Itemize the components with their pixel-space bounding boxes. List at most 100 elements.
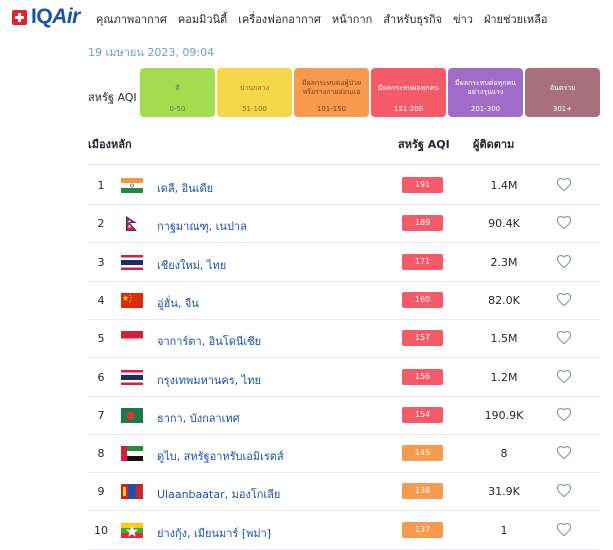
iqair-logo[interactable]: IQAir: [12, 5, 80, 28]
thailand-flag-icon: [121, 254, 143, 270]
nav-item-community[interactable]: คอมมิวนิตี้: [177, 13, 228, 26]
aqi-badge: 156: [402, 368, 443, 385]
rank-number: 5: [97, 332, 105, 346]
nav-item-news[interactable]: ข่าว: [453, 13, 473, 26]
indonesia-flag-icon: [121, 331, 143, 347]
heart-icon[interactable]: [556, 483, 572, 499]
aqi-level-3: มีผลกระทบต่อทุกคน 151-200: [371, 68, 446, 117]
rank-number: 10: [94, 523, 108, 537]
followers-count: 8: [500, 447, 508, 461]
heart-icon[interactable]: [556, 330, 572, 346]
heart-icon[interactable]: [556, 407, 572, 423]
aqi-level-name: ปานกลาง: [239, 83, 270, 92]
heart-icon[interactable]: [556, 445, 572, 461]
aqi-badge: 154: [402, 406, 443, 423]
logo-text: IQAir: [31, 5, 80, 28]
city-link[interactable]: เชียงใหม่, ไทย: [157, 258, 227, 272]
india-flag-icon: [121, 178, 143, 193]
table-row[interactable]: 2 กาฐมาณฑุ, เนปาล 189 90.4K: [88, 205, 600, 244]
column-header-city: เมืองหลัก: [88, 138, 132, 151]
followers-count: 90.4K: [488, 217, 520, 231]
nav-item-air-purifiers[interactable]: เครื่องฟอกอากาศ: [238, 13, 321, 26]
nav-item-support[interactable]: ฝ่ายช่วยเหลือ: [483, 13, 548, 26]
china-flag-icon: [121, 292, 143, 308]
thailand-flag-icon: [121, 369, 143, 385]
myanmar-flag-icon: [121, 522, 143, 538]
aqi-level-name: มีผลกระทบต่อผู้ป่วยหรือร่างกายอ่อนแอ: [301, 79, 362, 96]
column-header-followers: ผู้ติดตาม: [473, 138, 515, 151]
aqi-badge: 189: [402, 215, 443, 232]
followers-count: 190.9K: [484, 408, 524, 422]
aqi-level-1: ปานกลาง 51-100: [217, 68, 292, 117]
aqi-level-name: มีผลกระทบต่อทุกคน: [378, 83, 439, 92]
heart-icon[interactable]: [556, 369, 572, 385]
aqi-badge: 191: [402, 177, 443, 193]
rank-number: 6: [97, 370, 105, 384]
city-link[interactable]: กรุงเทพมหานคร, ไทย: [157, 373, 261, 387]
heart-icon[interactable]: [556, 254, 572, 270]
table-row[interactable]: 8 ดูไบ, สหรัฐอาหรับเอมิเรตส์ 145 8: [88, 435, 600, 474]
city-link[interactable]: กาฐมาณฑุ, เนปาล: [157, 220, 247, 234]
aqi-level-4: มีผลกระทบต่อทุกคนอย่างรุนแรง 201-300: [448, 68, 523, 117]
city-link[interactable]: ย่างกุ้ง, เมียนมาร์ [พม่า]: [157, 526, 272, 540]
table-row[interactable]: 1 เดลี, อินเดีย 191 1.4M: [88, 167, 600, 205]
followers-count: 1.4M: [490, 179, 518, 192]
table-row[interactable]: 3 เชียงใหม่, ไทย 171 2.3M: [88, 244, 600, 282]
aqi-level-0: ดี 0-50: [140, 68, 215, 117]
aqi-scale-label: สหรัฐ AQI: [88, 91, 137, 104]
nav-item-business[interactable]: สำหรับธุรกิจ: [383, 13, 443, 26]
table-row[interactable]: 4 อู่ฮั่น, จีน 160 82.0K: [88, 282, 600, 320]
bangladesh-flag-icon: [121, 407, 143, 423]
aqi-level-range: 201-300: [470, 105, 501, 113]
rank-number: 2: [97, 217, 105, 231]
column-header-aqi: สหรัฐ AQI: [398, 138, 450, 151]
followers-count: 1.5M: [490, 332, 518, 346]
mongolia-flag-icon: [121, 484, 143, 500]
aqi-badge: 137: [402, 521, 443, 538]
aqi-level-range: 0-50: [169, 105, 186, 113]
city-link[interactable]: จาการ์ตา, อินโดนีเซีย: [157, 335, 262, 349]
main-nav: คุณภาพอากาศ คอมมิวนิตี้ เครื่องฟอกอากาศ …: [96, 10, 558, 28]
heart-icon[interactable]: [556, 177, 572, 193]
aqi-level-name: อันตราย: [549, 83, 576, 92]
table-row[interactable]: 6 กรุงเทพมหานคร, ไทย 156 1.2M: [88, 359, 600, 397]
aqi-badge: 160: [402, 291, 443, 308]
aqi-level-name: มีผลกระทบต่อทุกคนอย่างรุนแรง: [455, 79, 516, 96]
city-link[interactable]: ธากา, บังกลาเทศ: [157, 411, 240, 425]
uae-flag-icon: [121, 446, 143, 462]
rank-number: 7: [97, 408, 105, 422]
aqi-badge: 157: [402, 330, 443, 347]
aqi-level-range: 151-200: [393, 105, 424, 113]
followers-count: 2.3M: [490, 255, 518, 269]
table-row[interactable]: 10 ย่างกุ้ง, เมียนมาร์ [พม่า] 137 1: [88, 512, 600, 550]
heart-icon[interactable]: [556, 292, 572, 308]
rank-number: 9: [97, 485, 105, 499]
aqi-level-5: อันตราย 301+: [525, 68, 600, 117]
heart-icon[interactable]: [556, 215, 572, 231]
rank-number: 3: [97, 255, 105, 269]
timestamp: 19 เมษายน 2023, 09:04: [88, 46, 215, 59]
aqi-badge: 145: [402, 445, 443, 462]
aqi-level-2: มีผลกระทบต่อผู้ป่วยหรือร่างกายอ่อนแอ 101-…: [294, 68, 369, 117]
table-row[interactable]: 5 จาการ์ตา, อินโดนีเซีย 157 1.5M: [88, 320, 600, 359]
table-row[interactable]: 9 Ulaanbaatar, มองโกเลีย 138 31.9K: [88, 473, 600, 512]
followers-count: 31.9K: [488, 485, 520, 499]
aqi-level-range: 301+: [552, 105, 573, 113]
swiss-flag-icon: [12, 9, 27, 25]
city-link[interactable]: ดูไบ, สหรัฐอาหรับเอมิเรตส์: [157, 450, 284, 464]
heart-icon[interactable]: [556, 522, 572, 538]
aqi-level-name: ดี: [175, 83, 180, 92]
aqi-badge: 138: [402, 483, 443, 500]
followers-count: 1: [500, 523, 508, 537]
nav-item-air-quality[interactable]: คุณภาพอากาศ: [96, 13, 167, 26]
table-row[interactable]: 7 ธากา, บังกลาเทศ 154 190.9K: [88, 397, 600, 435]
rank-number: 8: [97, 447, 105, 461]
aqi-level-range: 101-150: [316, 105, 347, 113]
nav-item-masks[interactable]: หน้ากาก: [331, 13, 373, 26]
rank-number: 1: [97, 179, 105, 192]
city-link[interactable]: อู่ฮั่น, จีน: [157, 296, 199, 310]
city-link[interactable]: Ulaanbaatar, มองโกเลีย: [157, 488, 281, 502]
followers-count: 82.0K: [488, 293, 520, 307]
city-link[interactable]: เดลี, อินเดีย: [157, 182, 214, 195]
header-divider: [88, 164, 600, 165]
